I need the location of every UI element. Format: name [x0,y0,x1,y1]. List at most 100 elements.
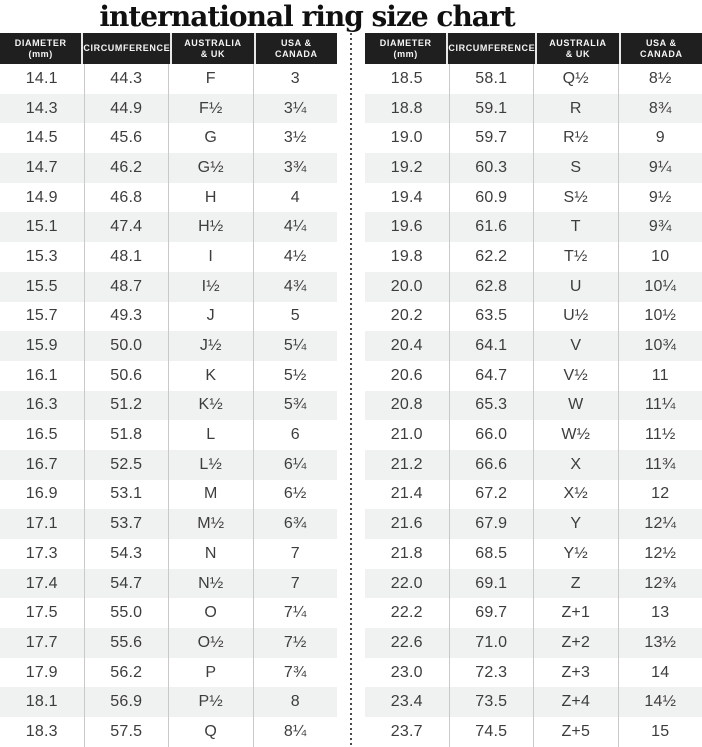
table-cell: J [169,301,254,332]
table-cell: 12 [651,485,670,503]
table-cell: 74.5 [450,717,534,747]
table-cell: 68.5 [450,539,534,569]
table-cell: 15.5 [0,271,85,302]
table-cell: 6½ [283,485,307,503]
table-row: 15.9 50.0 J½ 5¼ [0,331,337,361]
table-cell: W [534,390,619,421]
table-cell: M [169,479,254,510]
table-cell: O½ [169,628,254,658]
table-row: 20.6 64.7 V½ 11 [365,360,702,391]
column-header-line: CIRCUMFERENCE [83,43,171,53]
table-cell: 8 [290,693,300,711]
column-header-line: (mm) [393,48,418,59]
column-header-circumference: CIRCUMFERENCE [446,33,535,64]
table-cell: V½ [534,360,619,391]
table-cell: 20.2 [365,301,450,332]
table-cell: 14.5 [0,123,85,154]
table-row: 18.5 58.1 Q½ 8½ [365,64,702,94]
table-cell: 72.3 [450,657,534,688]
table-row: 20.2 63.5 U½ 10½ [365,301,702,332]
table-row: 18.3 57.5 Q 8¼ [0,717,337,747]
table-cell: 60.9 [450,182,534,213]
table-cell: 23.4 [365,687,450,718]
table-cell: 5¾ [283,396,307,414]
table-cell: F½ [169,93,254,124]
table-row: 23.4 73.5 Z+4 14½ [365,687,702,718]
table-cell: 4½ [283,247,307,265]
table-cell: 62.2 [450,242,534,272]
table-cell: 21.8 [365,539,450,569]
table-cell: W½ [534,420,619,450]
table-cell: M½ [169,509,254,539]
table-cell: 7 [290,544,300,562]
table-cell: Z+1 [534,598,619,629]
table-cell: 53.7 [85,509,169,539]
column-header-line: & UK [565,48,591,59]
table-cell: G½ [169,153,254,183]
column-header-line: CIRCUMFERENCE [448,43,536,53]
table-cell: O [169,598,254,629]
table-row: 21.4 67.2 X½ 12 [365,479,702,510]
table-cell: 14.3 [0,93,85,124]
table-cell: 44.3 [85,64,169,94]
table-cell: R½ [534,123,619,154]
table-header-left: DIAMETER (mm) CIRCUMFERENCE AUSTRALIA & … [0,33,337,64]
table-row: 21.6 67.9 Y 12¼ [365,509,702,539]
table-row: 16.9 53.1 M 6½ [0,479,337,510]
table-cell: T [534,212,619,243]
table-cell: 55.6 [85,628,169,658]
table-cell: 18.3 [0,717,85,747]
table-cell: V [534,331,619,361]
table-cell: 7¼ [283,604,307,622]
table-cell: 56.9 [85,687,169,718]
table-cell: 13½ [644,633,677,651]
table-cell: 19.8 [365,242,450,272]
table-cell: L [169,420,254,450]
table-cell: 17.3 [0,539,85,569]
table-cell: 9¾ [648,218,672,236]
table-row: 22.0 69.1 Z 12¾ [365,568,702,599]
table-body-right: 18.5 58.1 Q½ 8½ 18.8 59.1 R 8¾ 19.0 59.7 R½ 9 19.2 60… [365,64,702,747]
table-row: 21.2 66.6 X 11¾ [365,449,702,480]
table-cell: 20.4 [365,331,450,361]
table-row: 14.9 46.8 H 4 [0,182,337,213]
table-cell: Q½ [534,64,619,94]
table-row: 17.3 54.3 N 7 [0,539,337,569]
table-cell: 22.2 [365,598,450,629]
table-cell: 63.5 [450,301,534,332]
table-row: 23.7 74.5 Z+5 15 [365,717,702,747]
table-cell: 21.6 [365,509,450,539]
table-cell: 48.1 [85,242,169,272]
table-cell: 3¾ [283,158,307,176]
table-cell: 3 [290,69,300,87]
table-cell: 19.2 [365,153,450,183]
table-cell: 7 [290,574,300,592]
table-row: 19.6 61.6 T 9¾ [365,212,702,243]
table-row: 19.8 62.2 T½ 10 [365,242,702,272]
table-cell: 66.6 [450,449,534,480]
tables-container: DIAMETER (mm) CIRCUMFERENCE AUSTRALIA & … [0,33,702,747]
column-header-diameter: DIAMETER (mm) [365,33,446,64]
table-cell: 18.1 [0,687,85,718]
table-row: 17.9 56.2 P 7¾ [0,657,337,688]
column-header-australia-uk: AUSTRALIA & UK [170,33,253,64]
column-header-usa-canada: USA & CANADA [618,33,702,64]
table-cell: 16.5 [0,420,85,450]
column-header-line: DIAMETER [14,37,67,48]
table-cell: 48.7 [85,271,169,302]
table-cell: T½ [534,242,619,272]
table-cell: 4 [290,188,300,206]
table-cell: 61.6 [450,212,534,243]
table-cell: 59.7 [450,123,534,154]
table-cell: N½ [169,568,254,599]
table-cell: 51.2 [85,390,169,421]
table-cell: 15.7 [0,301,85,332]
table-cell: Y½ [534,539,619,569]
table-cell: 65.3 [450,390,534,421]
table-cell: S½ [534,182,619,213]
table-cell: 67.2 [450,479,534,510]
table-cell: 57.5 [85,717,169,747]
table-cell: S [534,153,619,183]
table-cell: G [169,123,254,154]
table-cell: P½ [169,687,254,718]
